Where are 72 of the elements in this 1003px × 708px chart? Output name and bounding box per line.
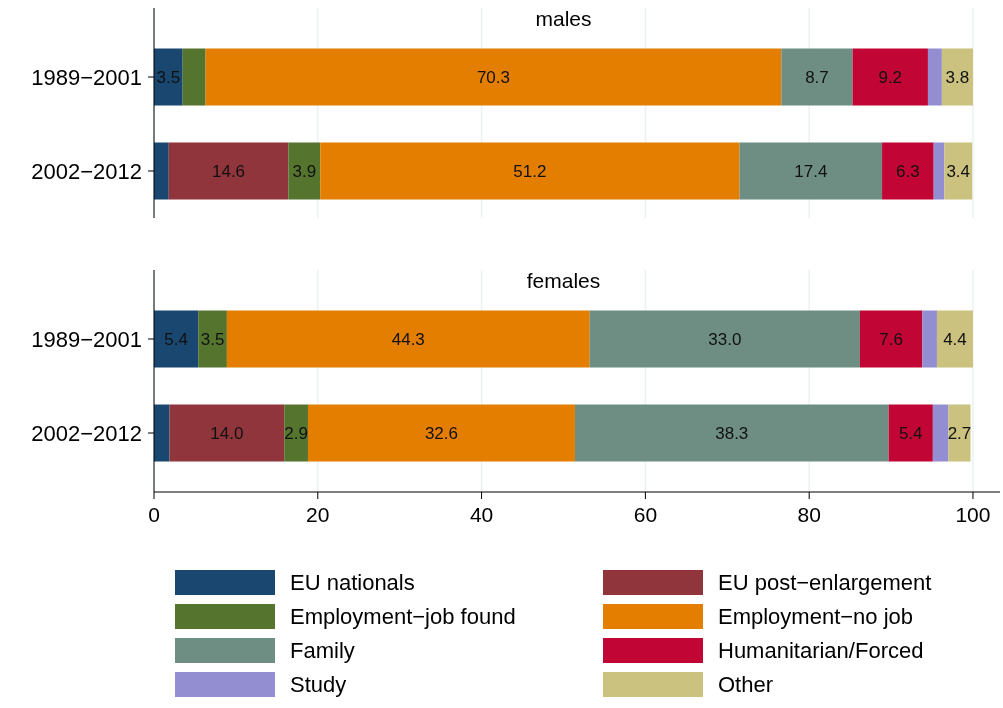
bar — [288, 142, 321, 200]
data-label: 33.0 — [708, 330, 742, 349]
bar — [226, 310, 590, 368]
bar — [852, 48, 928, 106]
data-label: 6.3 — [896, 162, 920, 181]
data-label: 9.2 — [878, 68, 903, 87]
legend-label: EU nationals — [290, 570, 415, 595]
data-label: 2.9 — [284, 424, 308, 443]
bar — [574, 404, 889, 462]
bar — [154, 142, 169, 200]
x-tick-label: 40 — [469, 503, 494, 526]
legend-label: EU post−enlargement — [718, 570, 932, 595]
data-label: 32.6 — [424, 424, 459, 443]
data-label: 14.0 — [210, 424, 244, 443]
bar — [154, 404, 170, 462]
data-label: 44.3 — [391, 330, 425, 349]
data-label: 38.3 — [715, 424, 749, 443]
data-label: 8.7 — [805, 68, 829, 87]
bar — [182, 48, 206, 106]
y-tick-label: 1989−2001 — [31, 327, 142, 352]
legend-label: Study — [290, 672, 347, 697]
legend-label: Employment−job found — [290, 604, 516, 629]
bar — [936, 310, 973, 368]
bar — [198, 310, 227, 368]
x-tick-label: 0 — [148, 503, 160, 526]
bar — [307, 404, 575, 462]
bar — [882, 142, 934, 200]
legend-label: Humanitarian/Forced — [718, 638, 924, 663]
data-label: 70.3 — [476, 68, 511, 87]
bar — [284, 404, 308, 462]
x-tick-label: 100 — [955, 503, 991, 526]
bar — [927, 48, 942, 106]
chart-title: females — [526, 269, 601, 292]
bar — [781, 48, 853, 106]
data-label: 14.6 — [211, 162, 246, 181]
bar — [168, 142, 289, 200]
data-label: 3.5 — [200, 330, 225, 349]
data-label: 5.4 — [898, 424, 923, 443]
bar — [739, 142, 883, 200]
x-tick-label: 60 — [633, 503, 658, 526]
bar — [932, 404, 949, 462]
legend-label: Other — [718, 672, 774, 697]
bar — [933, 142, 945, 200]
x-tick-label: 20 — [306, 503, 330, 526]
data-label: 3.9 — [292, 162, 317, 181]
bar — [205, 48, 782, 106]
bar — [941, 48, 973, 106]
data-label: 3.5 — [156, 68, 181, 87]
x-tick-label: 80 — [797, 503, 821, 526]
data-label: 51.2 — [513, 162, 547, 181]
y-tick-label: 1989−2001 — [31, 65, 142, 90]
bar — [948, 404, 971, 462]
bar — [859, 310, 923, 368]
y-tick-label: 2002−2012 — [31, 421, 142, 446]
data-label: 5.4 — [164, 330, 188, 349]
legend-label: Family — [290, 638, 355, 663]
bar — [169, 404, 285, 462]
bar — [320, 142, 740, 200]
bar — [944, 142, 973, 200]
data-label: 3.4 — [946, 162, 971, 181]
data-label: 17.4 — [794, 162, 828, 181]
data-label: 2.7 — [947, 424, 972, 443]
bar — [888, 404, 933, 462]
bar — [922, 310, 937, 368]
data-label: 7.6 — [879, 330, 903, 349]
data-label: 3.8 — [945, 68, 970, 87]
bar — [589, 310, 860, 368]
legend-label: Employment−no job — [718, 604, 914, 629]
bar — [154, 310, 199, 368]
y-tick-label: 2002−2012 — [31, 159, 142, 184]
chart-title: males — [535, 7, 592, 30]
data-label: 4.4 — [943, 330, 967, 349]
